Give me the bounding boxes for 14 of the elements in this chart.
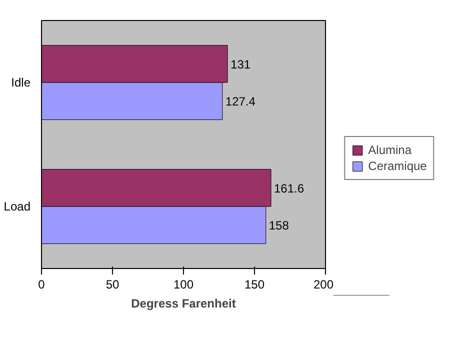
- data-label: 158: [268, 218, 290, 233]
- x-tick-label: 100: [173, 278, 194, 292]
- data-label: 161.6: [274, 181, 304, 196]
- data-label: 127.4: [225, 94, 256, 109]
- legend-label: Alumina: [368, 142, 412, 156]
- x-tick-label: 0: [38, 278, 46, 292]
- data-label: 131: [230, 57, 251, 72]
- y-tick-label: Load: [4, 200, 31, 214]
- x-tick-label: 50: [106, 278, 120, 292]
- x-axis-title: Degress Farenheit: [131, 296, 236, 310]
- x-tick-label: 200: [313, 278, 334, 292]
- y-tick-label: Idle: [11, 76, 31, 90]
- legend-label: Ceramique: [368, 158, 427, 172]
- x-tick-label: 150: [244, 278, 265, 292]
